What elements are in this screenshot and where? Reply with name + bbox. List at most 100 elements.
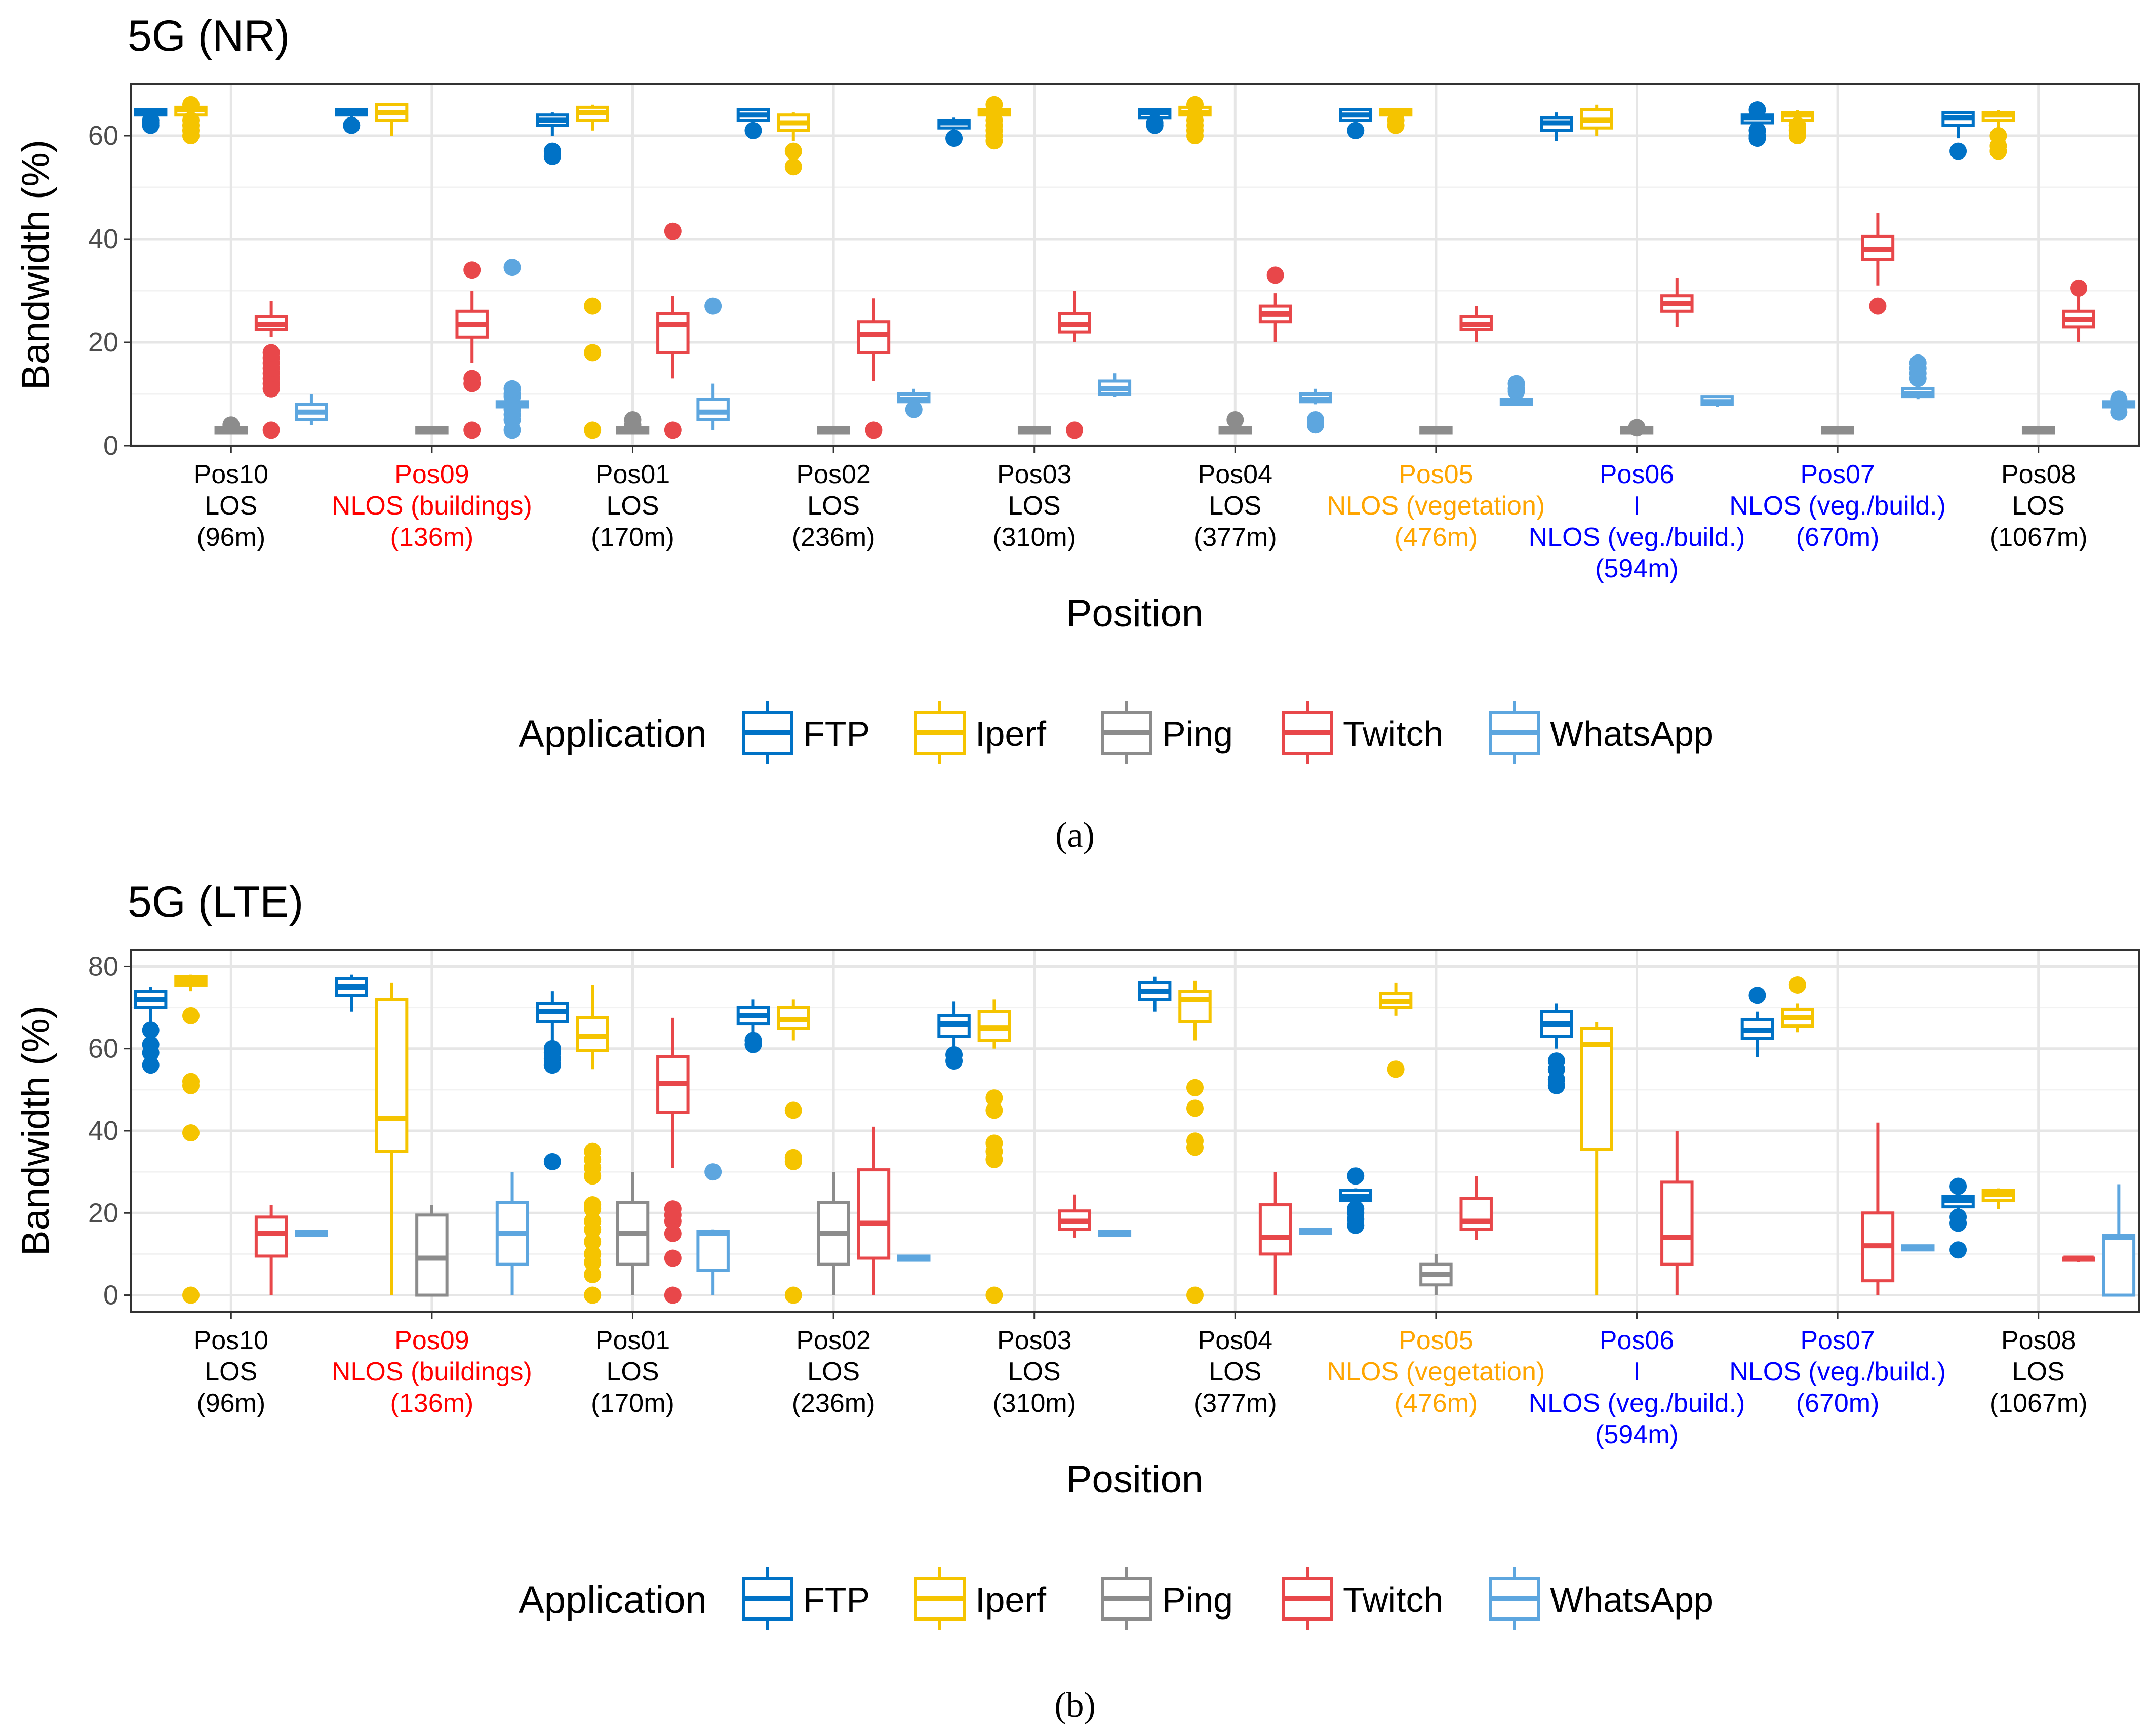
legend-item-twitch: Twitch xyxy=(1282,1567,1443,1630)
outlier-point xyxy=(664,222,682,240)
x-tick-label-line: (377m) xyxy=(1193,523,1277,552)
outlier-point xyxy=(624,411,642,428)
box-iqr xyxy=(2102,1234,2136,1297)
box-iperf-3 xyxy=(777,112,810,176)
legend-label: Iperf xyxy=(975,1580,1047,1620)
x-tick-label: Pos09 NLOS (buildings) (136m) xyxy=(332,1326,532,1418)
x-tick-label: Pos06 I NLOS (veg./build.) (594m) xyxy=(1529,1326,1745,1449)
outlier-point xyxy=(182,1286,200,1304)
x-axis-title: Position xyxy=(1066,592,1203,635)
legend-label: FTP xyxy=(803,1580,870,1620)
outlier-point xyxy=(1387,1060,1405,1078)
x-tick-label-line: (377m) xyxy=(1193,1389,1277,1418)
outlier-point xyxy=(543,1153,561,1170)
outlier-point xyxy=(1186,1079,1204,1096)
x-tick-label-line: (310m) xyxy=(992,523,1076,552)
x-tick-label: Pos03 LOS (310m) xyxy=(992,1326,1076,1418)
outlier-point xyxy=(1547,1052,1565,1070)
outlier-point xyxy=(1306,411,1324,428)
x-tick-label: Pos10 LOS (96m) xyxy=(194,1326,268,1418)
outlier-point xyxy=(945,130,963,147)
outlier-point xyxy=(985,1134,1003,1152)
box-whatsapp-4 xyxy=(1098,373,1132,397)
box-iqr xyxy=(1258,1203,1292,1256)
box-ping-7 xyxy=(1620,419,1654,437)
outlier-point xyxy=(784,158,802,176)
plot-border xyxy=(130,83,2140,447)
x-tick-label-line: (476m) xyxy=(1395,523,1478,552)
outlier-point xyxy=(1226,411,1244,428)
box-ftp-2 xyxy=(536,112,569,165)
box-iqr xyxy=(1580,1027,1613,1151)
box-iperf-6 xyxy=(1379,982,1413,1078)
x-tick-label-line: Pos01 xyxy=(595,460,670,489)
outlier-point xyxy=(142,1056,160,1074)
box-whatsapp-1 xyxy=(495,1172,529,1295)
box-whatsapp-2 xyxy=(696,297,730,430)
box-whatsapp-9 xyxy=(2102,1184,2136,1297)
box-ping-1 xyxy=(415,1205,449,1297)
outlier-point xyxy=(1949,1177,1967,1195)
box-ping-5 xyxy=(1218,411,1252,435)
box-whatsapp-7 xyxy=(1700,395,1734,407)
x-tick-label-line: Pos05 xyxy=(1399,1326,1473,1355)
box-twitch-7 xyxy=(1660,278,1694,327)
y-tick-label: 0 xyxy=(103,1280,118,1311)
outlier-point xyxy=(503,259,521,277)
box-iperf-9 xyxy=(1981,110,2015,160)
box-whatsapp-3 xyxy=(897,388,931,418)
legend-title: Application xyxy=(519,1579,707,1622)
box-ftp-0 xyxy=(134,987,168,1074)
outlier-point xyxy=(664,1200,682,1218)
x-tick-label-line: Pos04 xyxy=(1198,1326,1272,1355)
outlier-point xyxy=(985,96,1003,113)
x-tick-label-line: NLOS (veg./build.) xyxy=(1529,1389,1745,1418)
x-tick-label-line: (236m) xyxy=(792,523,875,552)
outlier-point xyxy=(945,1046,963,1063)
x-tick-label-line: Pos09 xyxy=(394,1326,469,1355)
box-iperf-5 xyxy=(1178,96,1212,144)
box-iperf-7 xyxy=(1580,1021,1613,1295)
x-tick-label-line: (136m) xyxy=(390,1389,474,1418)
outlier-point xyxy=(584,1286,602,1304)
box-ping-8 xyxy=(1821,426,1854,435)
x-tick-label-line: LOS xyxy=(2012,1357,2065,1387)
outlier-point xyxy=(182,1007,200,1024)
box-twitch-4 xyxy=(1058,1194,1091,1238)
x-tick-label-line: (96m) xyxy=(196,1389,265,1418)
outlier-point xyxy=(1748,987,1766,1004)
box-ftp-6 xyxy=(1339,1167,1373,1234)
box-twitch-5 xyxy=(1258,266,1292,342)
y-axis-title: Bandwidth (%) xyxy=(14,140,57,390)
box-whatsapp-0 xyxy=(295,1230,328,1237)
outlier-point xyxy=(1146,114,1164,132)
x-tick-label: Pos07 NLOS (veg./build.) (670m) xyxy=(1729,1326,1946,1418)
outlier-point xyxy=(222,416,240,434)
outlier-point xyxy=(1507,375,1525,392)
x-tick-label-line: LOS xyxy=(2012,491,2065,521)
outlier-point xyxy=(905,401,923,418)
box-whatsapp-2 xyxy=(696,1163,730,1295)
legend-item-iperf: Iperf xyxy=(914,1567,1047,1630)
legend-label: Twitch xyxy=(1343,714,1443,754)
outlier-point xyxy=(865,421,883,439)
box-whatsapp-1 xyxy=(495,259,529,439)
y-tick-label: 40 xyxy=(88,1116,118,1146)
x-tick-label-line: (136m) xyxy=(390,523,474,552)
legend-label: Twitch xyxy=(1343,1580,1443,1620)
box-iperf-0 xyxy=(174,974,208,1304)
box-iqr xyxy=(857,1168,891,1260)
box-ftp-4 xyxy=(937,117,971,147)
x-tick-label-line: NLOS (veg./build.) xyxy=(1729,1357,1946,1387)
box-iqr xyxy=(415,1213,449,1297)
legend-item-whatsapp: WhatsApp xyxy=(1489,1567,1714,1630)
box-iperf-7 xyxy=(1580,104,1613,136)
outlier-point xyxy=(1989,127,2007,144)
x-tick-label: Pos09 NLOS (buildings) (136m) xyxy=(332,460,532,552)
box-ftp-9 xyxy=(1941,1177,1975,1259)
box-twitch-8 xyxy=(1861,213,1895,315)
box-twitch-6 xyxy=(1459,1176,1493,1240)
box-ftp-9 xyxy=(1941,111,1975,160)
box-ftp-3 xyxy=(736,999,770,1053)
